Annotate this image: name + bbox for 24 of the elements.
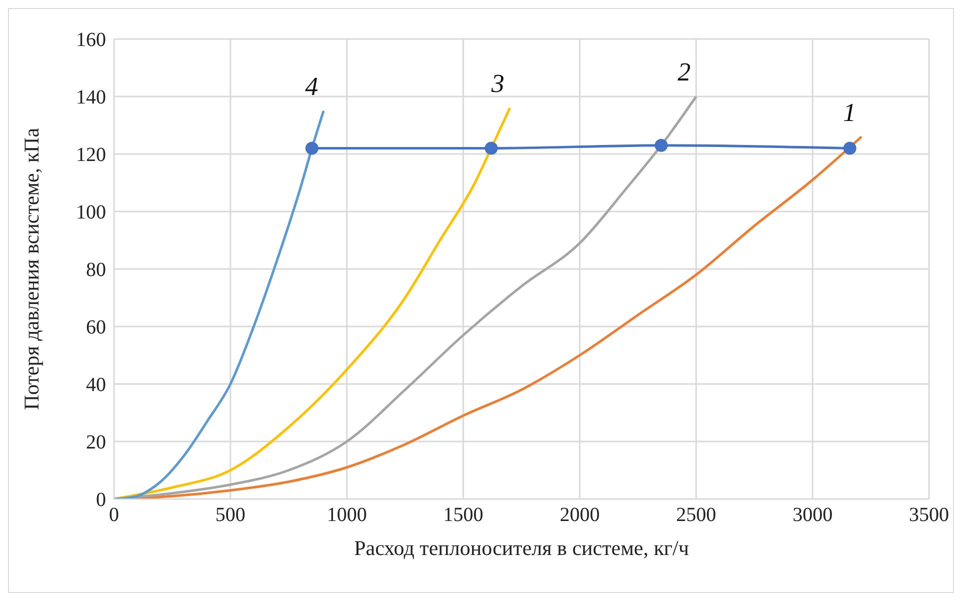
- y-tick-label: 40: [86, 374, 106, 396]
- line-series: [114, 106, 512, 499]
- x-tick-label: 3500: [909, 504, 949, 526]
- y-tick-label: 0: [96, 489, 106, 512]
- x-tick-label: 2500: [676, 504, 716, 526]
- series-label: 1: [842, 98, 856, 127]
- x-tick-label: 500: [215, 504, 246, 526]
- y-tick-label: 20: [86, 432, 106, 454]
- y-tick-label: 80: [86, 259, 106, 282]
- y-tick-label: 120: [76, 144, 106, 166]
- y-tick-label: 100: [76, 202, 106, 224]
- x-tick-label: 2000: [560, 504, 600, 526]
- x-tick-label: 3000: [792, 504, 833, 526]
- y-tick-label: 140: [76, 86, 106, 109]
- y-axis-title: Потеря давления всистеме, кПа: [19, 127, 44, 410]
- series-label: 2: [678, 58, 691, 86]
- series-label: 3: [490, 69, 504, 98]
- y-tick-label: 60: [86, 316, 106, 339]
- x-tick-label: 1000: [326, 504, 367, 526]
- line-series: [114, 110, 325, 499]
- series-label: 4: [305, 72, 318, 101]
- y-tick-label: 160: [76, 29, 106, 52]
- x-axis-title: Расход теплоносителя в системе, кг/ч: [354, 536, 690, 560]
- x-tick-label: 1500: [443, 504, 484, 526]
